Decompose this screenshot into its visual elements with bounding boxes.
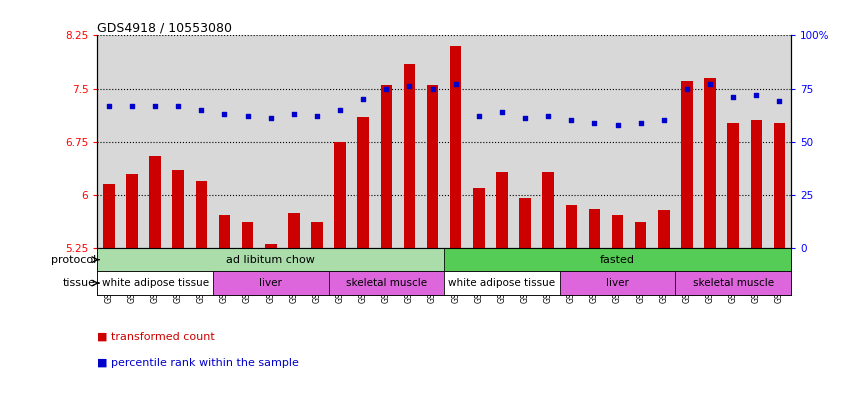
Point bbox=[519, 115, 532, 121]
Point bbox=[287, 111, 300, 117]
Point bbox=[611, 121, 624, 128]
Point bbox=[750, 92, 763, 98]
Point bbox=[356, 96, 370, 102]
Bar bbox=[675, 271, 791, 295]
Bar bbox=[213, 271, 328, 295]
Bar bbox=[773, 123, 785, 248]
Text: ■ transformed count: ■ transformed count bbox=[97, 332, 215, 342]
Text: ■ percentile rank within the sample: ■ percentile rank within the sample bbox=[97, 358, 299, 367]
Point bbox=[403, 83, 416, 90]
Bar bbox=[542, 172, 554, 248]
Bar bbox=[519, 198, 530, 248]
Bar bbox=[218, 215, 230, 248]
Text: white adipose tissue: white adipose tissue bbox=[102, 278, 209, 288]
Bar bbox=[612, 215, 624, 248]
Point bbox=[727, 94, 740, 100]
Point bbox=[241, 113, 255, 119]
Bar bbox=[450, 46, 462, 248]
Bar bbox=[334, 141, 346, 248]
Point bbox=[125, 103, 139, 109]
Bar bbox=[381, 85, 393, 248]
Point bbox=[680, 85, 694, 92]
Bar bbox=[444, 248, 791, 271]
Text: ad libitum chow: ad libitum chow bbox=[226, 255, 316, 264]
Point bbox=[657, 117, 671, 123]
Point bbox=[426, 85, 439, 92]
Bar bbox=[750, 120, 762, 248]
Point bbox=[495, 109, 508, 115]
Bar bbox=[560, 271, 675, 295]
Bar bbox=[658, 210, 669, 248]
Text: white adipose tissue: white adipose tissue bbox=[448, 278, 556, 288]
Point bbox=[172, 103, 185, 109]
Bar bbox=[444, 271, 560, 295]
Bar bbox=[681, 81, 693, 248]
Text: liver: liver bbox=[259, 278, 283, 288]
Point bbox=[541, 113, 555, 119]
Bar bbox=[704, 78, 716, 248]
Bar bbox=[195, 181, 207, 248]
Bar bbox=[589, 209, 600, 248]
Point bbox=[703, 81, 717, 87]
Bar bbox=[149, 156, 161, 248]
Bar bbox=[97, 271, 213, 295]
Bar bbox=[426, 85, 438, 248]
Bar bbox=[265, 244, 277, 248]
Point bbox=[472, 113, 486, 119]
Bar bbox=[242, 222, 254, 248]
Point bbox=[102, 103, 116, 109]
Text: fasted: fasted bbox=[600, 255, 635, 264]
Bar bbox=[357, 117, 369, 248]
Point bbox=[333, 107, 347, 113]
Point bbox=[195, 107, 208, 113]
Point bbox=[310, 113, 324, 119]
Bar bbox=[288, 213, 299, 248]
Text: liver: liver bbox=[606, 278, 629, 288]
Point bbox=[772, 98, 786, 105]
Bar bbox=[404, 64, 415, 248]
Point bbox=[217, 111, 231, 117]
Bar bbox=[126, 174, 138, 248]
Point bbox=[564, 117, 578, 123]
Bar bbox=[634, 222, 646, 248]
Bar bbox=[496, 172, 508, 248]
Text: GDS4918 / 10553080: GDS4918 / 10553080 bbox=[97, 21, 233, 34]
Bar bbox=[97, 248, 444, 271]
Point bbox=[148, 103, 162, 109]
Bar bbox=[328, 271, 444, 295]
Text: protocol: protocol bbox=[51, 255, 96, 264]
Bar bbox=[311, 222, 322, 248]
Text: skeletal muscle: skeletal muscle bbox=[693, 278, 774, 288]
Bar bbox=[173, 170, 184, 248]
Bar bbox=[565, 206, 577, 248]
Point bbox=[588, 119, 602, 126]
Point bbox=[264, 115, 277, 121]
Text: tissue: tissue bbox=[63, 278, 96, 288]
Point bbox=[449, 81, 463, 87]
Bar bbox=[473, 188, 485, 248]
Bar bbox=[103, 184, 114, 248]
Point bbox=[380, 85, 393, 92]
Text: skeletal muscle: skeletal muscle bbox=[346, 278, 427, 288]
Point bbox=[634, 119, 647, 126]
Bar bbox=[728, 123, 739, 248]
